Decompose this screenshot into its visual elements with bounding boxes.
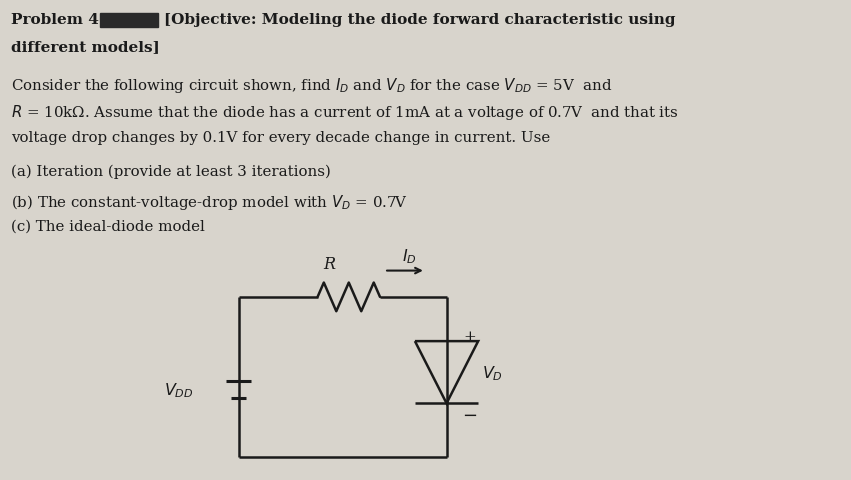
Text: (c) The ideal-diode model: (c) The ideal-diode model xyxy=(11,219,205,233)
Text: [Objective: Modeling the diode forward characteristic using: [Objective: Modeling the diode forward c… xyxy=(163,13,675,27)
Text: Consider the following circuit shown, find $I_D$ and $V_D$ for the case $V_{DD}$: Consider the following circuit shown, fi… xyxy=(11,75,613,94)
Text: voltage drop changes by 0.1V for every decade change in current. Use: voltage drop changes by 0.1V for every d… xyxy=(11,130,551,144)
Text: (a) Iteration (provide at least 3 iterations): (a) Iteration (provide at least 3 iterat… xyxy=(11,165,331,179)
Text: $V_{DD}$: $V_{DD}$ xyxy=(164,381,193,399)
Bar xyxy=(100,14,157,28)
Text: +: + xyxy=(464,330,477,344)
Text: −: − xyxy=(462,407,477,424)
Text: $R$ = 10kΩ. Assume that the diode has a current of 1mA at a voltage of 0.7V  and: $R$ = 10kΩ. Assume that the diode has a … xyxy=(11,103,679,122)
Text: Problem 4: Problem 4 xyxy=(11,13,100,27)
Text: (b) The constant-voltage-drop model with $V_D$ = 0.7V: (b) The constant-voltage-drop model with… xyxy=(11,192,408,211)
Text: $I_D$: $I_D$ xyxy=(402,246,416,265)
Text: different models]: different models] xyxy=(11,39,160,54)
Text: $V_D$: $V_D$ xyxy=(482,363,503,382)
Text: R: R xyxy=(323,255,334,272)
